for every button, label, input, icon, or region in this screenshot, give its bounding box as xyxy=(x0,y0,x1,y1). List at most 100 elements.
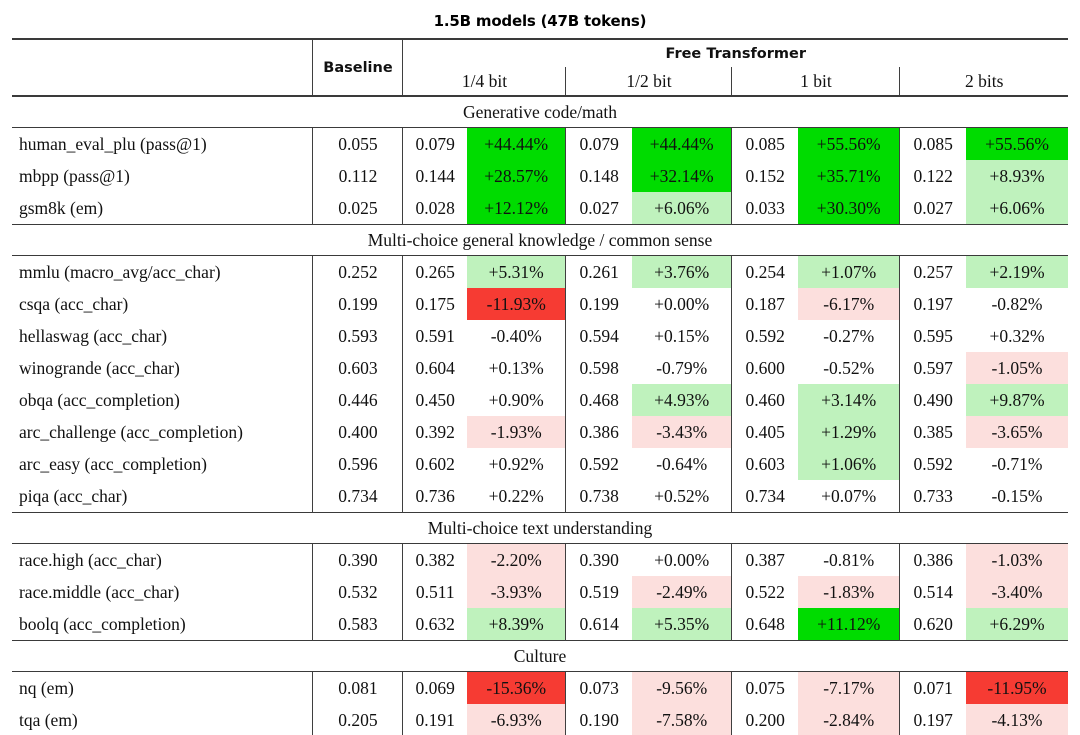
results-table: Baseline Free Transformer 1/4 bit 1/2 bi… xyxy=(11,38,1069,735)
table-row: tqa (em) 0.205 0.191 -6.93% 0.190 -7.58% 0.200… xyxy=(11,704,1069,735)
metric-value: 0.511 xyxy=(402,576,467,608)
delta-percent: -0.79% xyxy=(656,357,708,378)
table-row: piqa (acc_char) 0.734 0.736 +0.22% 0.738 +0.5… xyxy=(12,480,1068,513)
delta-percent: +0.00% xyxy=(654,293,710,314)
delta-percent: -4.13% xyxy=(965,704,1069,735)
metric-value: 0.200 xyxy=(731,704,798,735)
metric-value: 0.386 xyxy=(899,543,966,576)
baseline-value: 0.532 xyxy=(312,576,404,608)
metric-value: 0.390 xyxy=(565,543,632,576)
delta-percent: +35.71% xyxy=(797,160,900,192)
row-label: mbpp (pass@1) xyxy=(18,165,130,186)
metric-value: 0.175 xyxy=(402,288,467,320)
section-title: Culture xyxy=(11,640,1069,672)
metric-value: 0.028 xyxy=(402,192,467,225)
delta-percent: +55.56% xyxy=(965,127,1069,160)
table-row: mmlu (macro_avg/acc_char) 0.252 0.265 +5.31… xyxy=(12,255,1069,288)
delta-percent: -2.20% xyxy=(466,543,566,576)
metric-value: 0.598 xyxy=(565,352,632,384)
metric-value: 0.265 xyxy=(402,255,467,288)
delta-percent: +32.14% xyxy=(631,160,732,192)
delta-percent: +1.07% xyxy=(797,255,900,288)
metric-value: 0.079 xyxy=(565,127,632,160)
delta-percent: +6.06% xyxy=(631,192,732,225)
delta-percent: +6.29% xyxy=(965,608,1069,641)
delta-percent: -0.81% xyxy=(823,549,875,570)
delta-percent: -7.17% xyxy=(797,671,900,704)
delta-percent: +44.44% xyxy=(631,127,732,160)
metric-value: 0.738 xyxy=(565,480,632,513)
delta-percent: +0.13% xyxy=(488,357,544,378)
section-row: Generative code/math xyxy=(11,95,1069,128)
row-label: human_eval_plu (pass@1) xyxy=(18,133,207,154)
delta-percent: -0.15% xyxy=(991,485,1043,506)
table-row: gsm8k (em) 0.025 0.028 +12.12% 0.027 +6.06% 0.… xyxy=(12,192,1069,225)
delta-percent: -11.93% xyxy=(466,288,566,320)
baseline-value: 0.593 xyxy=(312,320,404,352)
delta-percent: +9.87% xyxy=(965,384,1069,416)
baseline-value: 0.025 xyxy=(312,192,404,225)
metric-value: 0.648 xyxy=(731,608,798,641)
delta-percent: +6.06% xyxy=(965,192,1069,225)
table-row: winogrande (acc_char) 0.603 0.604 +0.13% 0.5… xyxy=(12,352,1069,384)
delta-percent: -3.43% xyxy=(631,416,732,448)
delta-percent: +11.12% xyxy=(797,608,900,641)
delta-percent: +12.12% xyxy=(466,192,566,225)
delta-percent: +5.35% xyxy=(631,608,732,641)
metric-value: 0.405 xyxy=(731,416,798,448)
row-label: gsm8k (em) xyxy=(18,197,104,218)
row-label: obqa (acc_completion) xyxy=(18,389,180,410)
row-label: winogrande (acc_char) xyxy=(18,357,180,378)
metric-value: 0.490 xyxy=(899,384,966,416)
metric-value: 0.592 xyxy=(565,448,632,480)
metric-value: 0.602 xyxy=(402,448,467,480)
delta-percent: +2.19% xyxy=(965,255,1069,288)
metric-value: 0.592 xyxy=(731,320,798,352)
column-header-one-bit: 1 bit xyxy=(731,67,900,96)
metric-value: 0.600 xyxy=(731,352,798,384)
metric-value: 0.027 xyxy=(565,192,632,225)
delta-percent: -0.52% xyxy=(823,357,875,378)
delta-percent: +0.92% xyxy=(488,453,544,474)
delta-percent: +44.44% xyxy=(466,127,566,160)
metric-value: 0.197 xyxy=(899,704,966,735)
column-header-half-bit: 1/2 bit xyxy=(565,67,732,96)
delta-percent: +0.32% xyxy=(989,325,1045,346)
metric-value: 0.734 xyxy=(731,480,798,513)
metric-value: 0.122 xyxy=(899,160,966,192)
delta-percent: +55.56% xyxy=(797,127,900,160)
table-row: arc_easy (acc_completion) 0.596 0.602 +0.92… xyxy=(12,448,1068,480)
delta-percent: +3.14% xyxy=(797,384,900,416)
baseline-value: 0.400 xyxy=(312,416,404,448)
metric-value: 0.595 xyxy=(899,320,966,352)
metric-value: 0.468 xyxy=(565,384,632,416)
table-row: nq (em) 0.081 0.069 -15.36% 0.073 -9.56% 0.075… xyxy=(12,671,1069,704)
table-row: obqa (acc_completion) 0.446 0.450 +0.90% 0.4… xyxy=(12,384,1069,416)
metric-value: 0.071 xyxy=(899,671,966,704)
delta-percent: -2.84% xyxy=(797,704,900,735)
delta-percent: +28.57% xyxy=(466,160,566,192)
metric-value: 0.450 xyxy=(402,384,467,416)
delta-percent: +0.07% xyxy=(821,485,877,506)
delta-percent: -15.36% xyxy=(466,671,566,704)
table-row: hellaswag (acc_char) 0.593 0.591 -0.40% 0.59… xyxy=(12,320,1068,352)
baseline-value: 0.446 xyxy=(312,384,404,416)
column-header-two-bits: 2 bits xyxy=(899,67,1069,96)
metric-value: 0.199 xyxy=(565,288,632,320)
baseline-value: 0.112 xyxy=(312,160,404,192)
delta-percent: -0.64% xyxy=(656,453,708,474)
delta-percent: -11.95% xyxy=(965,671,1069,704)
metric-value: 0.191 xyxy=(402,704,467,735)
metric-value: 0.736 xyxy=(402,480,467,513)
metric-value: 0.387 xyxy=(731,543,798,576)
corner-cell xyxy=(11,39,314,96)
delta-percent: +0.22% xyxy=(488,485,544,506)
metric-value: 0.190 xyxy=(565,704,632,735)
metric-value: 0.620 xyxy=(899,608,966,641)
delta-percent: -1.83% xyxy=(797,576,900,608)
baseline-value: 0.583 xyxy=(312,608,404,641)
metric-value: 0.257 xyxy=(899,255,966,288)
delta-percent: -1.93% xyxy=(466,416,566,448)
metric-value: 0.514 xyxy=(899,576,966,608)
baseline-value: 0.199 xyxy=(312,288,404,320)
